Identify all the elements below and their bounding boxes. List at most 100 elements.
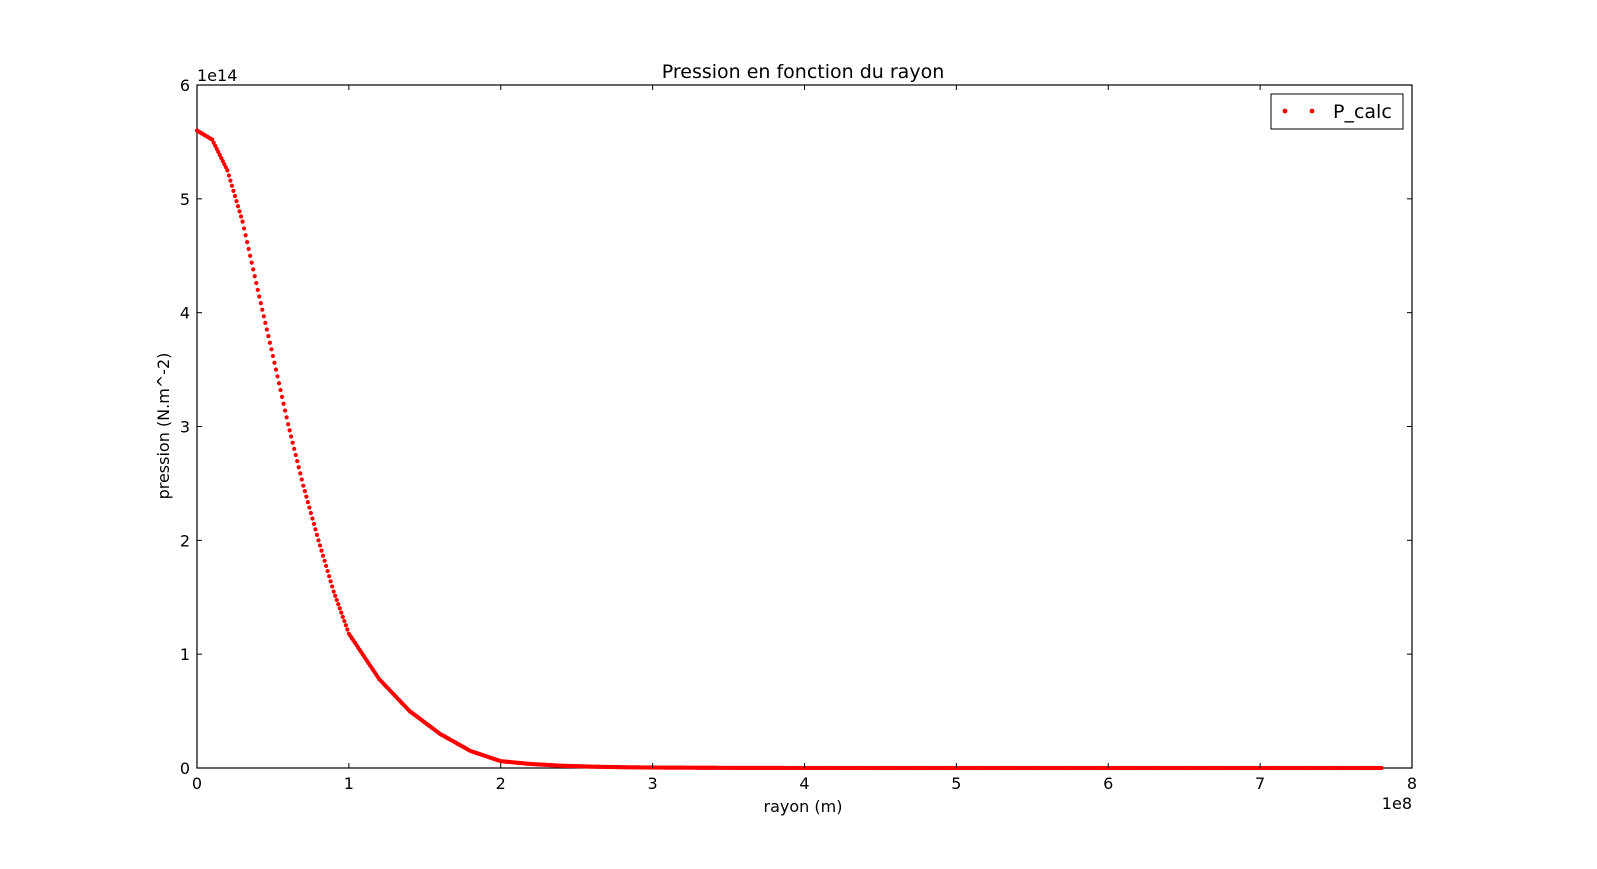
data-point — [314, 532, 320, 537]
y-offset-label: 1e14 — [197, 66, 237, 85]
data-point — [296, 465, 301, 470]
data-point — [249, 260, 254, 265]
data-point — [323, 563, 329, 569]
data-point — [279, 394, 285, 400]
data-point — [248, 253, 253, 258]
x-tick-label: 1 — [344, 774, 354, 793]
x-tick-label: 2 — [496, 774, 506, 793]
data-point — [257, 294, 262, 299]
data-point — [343, 623, 348, 628]
data-point — [319, 548, 324, 553]
y-tick-label: 0 — [180, 759, 190, 778]
x-tick-label: 5 — [951, 774, 961, 793]
data-point — [295, 459, 300, 464]
data-point — [330, 584, 335, 589]
data-markers — [194, 128, 1384, 771]
data-point — [231, 188, 236, 193]
data-point — [226, 173, 231, 178]
data-point — [272, 360, 277, 365]
data-point — [305, 499, 310, 505]
data-point — [282, 408, 288, 413]
data-point — [289, 434, 294, 439]
data-point — [331, 589, 336, 594]
data-point — [243, 233, 248, 238]
data-point — [273, 367, 279, 372]
data-point — [252, 274, 257, 279]
data-point — [336, 602, 341, 607]
data-point — [317, 543, 323, 548]
data-point — [313, 527, 318, 532]
data-point — [237, 209, 242, 214]
y-tick-label: 4 — [180, 304, 190, 323]
data-point — [278, 387, 283, 393]
data-point — [251, 267, 256, 272]
y-tick-label: 1 — [180, 645, 190, 664]
data-point — [264, 327, 269, 332]
legend: P_calc — [1270, 93, 1404, 130]
data-point — [322, 558, 327, 563]
data-point — [254, 280, 259, 286]
data-point — [284, 415, 289, 420]
data-point — [311, 521, 317, 527]
data-point — [334, 597, 339, 603]
data-point — [269, 347, 274, 352]
data-point — [246, 246, 251, 252]
data-point — [266, 334, 271, 339]
data-point — [308, 510, 314, 516]
data-point — [245, 239, 250, 245]
data-point — [293, 452, 298, 458]
data-point — [301, 483, 306, 488]
data-point — [267, 340, 272, 345]
x-axis-label: rayon (m) — [764, 797, 843, 816]
data-point — [238, 214, 244, 219]
x-tick-label: 4 — [799, 774, 809, 793]
x-tick-label: 6 — [1103, 774, 1113, 793]
data-point — [298, 471, 303, 476]
data-point — [299, 477, 304, 482]
y-axis-label: pression (N.m^-2) — [154, 353, 173, 500]
data-point — [1379, 765, 1384, 771]
data-point — [304, 494, 309, 499]
y-tick-label: 6 — [180, 76, 190, 95]
data-point — [260, 307, 265, 312]
data-point — [240, 219, 245, 224]
chart-title: Pression en fonction du rayon — [662, 61, 945, 83]
legend-marker — [1282, 108, 1288, 114]
data-point — [328, 579, 333, 584]
data-point — [325, 568, 330, 574]
data-point — [228, 178, 233, 183]
x-tick-label: 7 — [1255, 774, 1265, 793]
data-point — [307, 505, 312, 510]
y-tick-label: 5 — [180, 190, 190, 209]
data-point — [263, 320, 268, 326]
data-point — [258, 301, 263, 306]
data-point — [333, 593, 338, 598]
data-point — [229, 183, 235, 188]
legend-marker — [1309, 108, 1315, 114]
legend-label: P_calc — [1333, 101, 1392, 123]
data-point — [290, 440, 295, 445]
data-point — [287, 428, 292, 433]
data-point — [339, 610, 344, 615]
data-point — [270, 353, 276, 359]
data-point — [241, 226, 247, 231]
axis-ticks: 0 1 2 3 4 5 6 7 8 0 1 2 3 4 5 6 — [180, 76, 1417, 793]
legend-box — [1270, 93, 1404, 130]
data-point — [235, 204, 241, 209]
data-point — [292, 446, 297, 451]
data-point — [286, 422, 291, 427]
data-point — [310, 516, 315, 521]
x-offset-label: 1e8 — [1382, 794, 1412, 813]
axes-frame — [196, 84, 1413, 769]
data-point — [345, 627, 350, 632]
data-point — [281, 401, 286, 406]
data-point — [320, 553, 326, 558]
data-point — [275, 374, 280, 379]
y-tick-label: 3 — [180, 418, 190, 437]
data-point — [337, 606, 342, 611]
y-tick-label: 2 — [180, 531, 190, 550]
data-point — [302, 489, 307, 494]
data-point — [261, 314, 266, 319]
data-point — [327, 574, 332, 579]
